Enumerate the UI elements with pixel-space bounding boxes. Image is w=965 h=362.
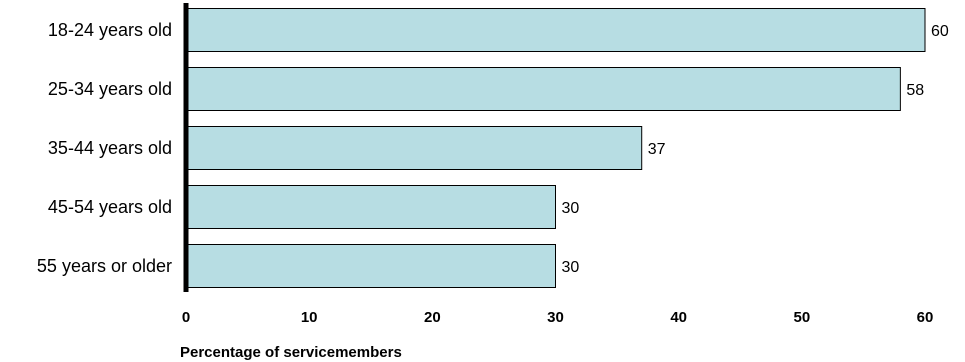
value-label: 60 [931,23,949,40]
x-tick-label: 60 [917,309,934,326]
category-label: 18-24 years old [48,20,172,40]
x-tick-label: 30 [547,309,564,326]
x-tick-labels: 0 10 20 30 40 50 60 [182,309,934,326]
value-label: 30 [562,200,580,217]
value-label: 37 [648,141,666,158]
x-tick-label: 20 [424,309,441,326]
bar [185,67,901,111]
x-tick-label: 0 [182,309,190,326]
category-labels: 18-24 years old 25-34 years old 35-44 year… [37,20,172,276]
bar [185,244,556,288]
value-label: 30 [562,259,580,276]
x-tick-label: 10 [301,309,318,326]
bar [185,185,556,229]
bar [185,126,643,170]
x-tick-label: 50 [793,309,810,326]
category-label: 45-54 years old [48,197,172,217]
category-label: 35-44 years old [48,138,172,158]
value-label: 58 [906,82,924,99]
category-label: 55 years or older [37,256,172,276]
category-label: 25-34 years old [48,79,172,99]
bars-group [185,8,926,288]
x-axis-title: Percentage of servicemembers [180,344,402,361]
value-labels: 60 58 37 30 30 [562,23,949,276]
x-tick-label: 40 [670,309,687,326]
bar [185,8,926,52]
